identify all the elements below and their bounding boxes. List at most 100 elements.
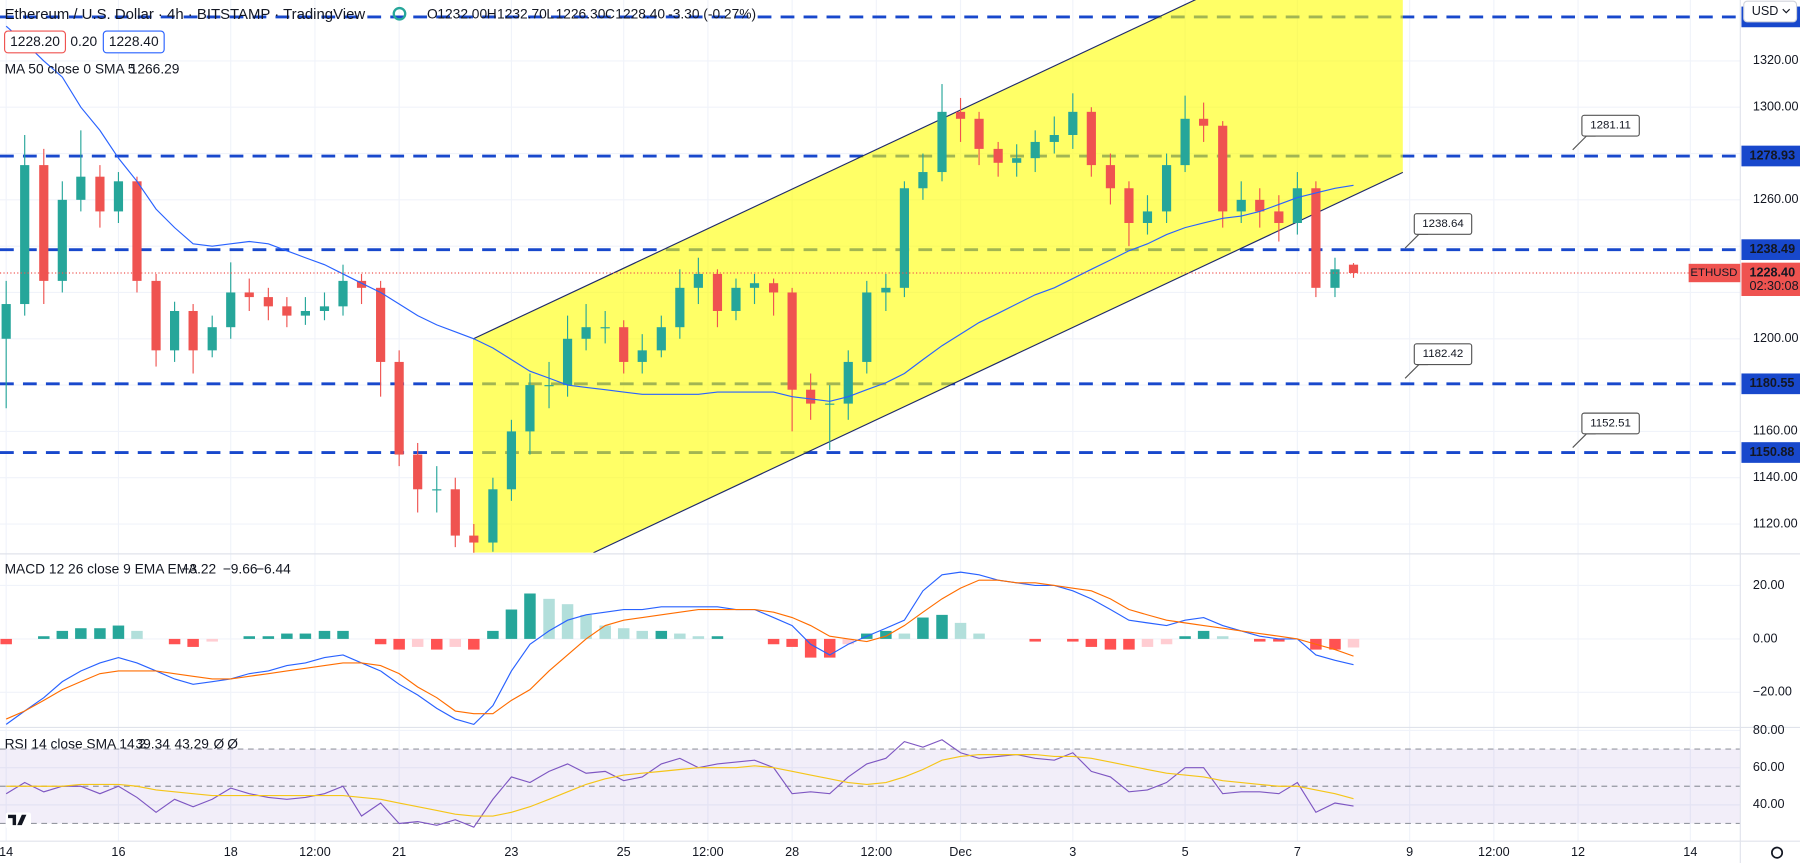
x-tick-label: 14: [0, 845, 13, 859]
candle-body: [1330, 269, 1340, 288]
histogram-bar: [674, 633, 686, 639]
histogram-bar: [56, 630, 69, 639]
candle-body: [1049, 134, 1059, 142]
candle-body: [1124, 188, 1134, 223]
candle-body: [151, 280, 161, 351]
histogram-bar: [38, 636, 50, 639]
histogram-bar: [243, 636, 255, 639]
histogram-bar: [1216, 636, 1229, 639]
level-label-box: [1741, 442, 1800, 463]
level-label: 1180.55: [1749, 376, 1794, 390]
candle-body: [1255, 199, 1265, 212]
histogram-bar: [431, 638, 443, 650]
candle-body: [338, 280, 348, 307]
rsi-flag: Ø: [227, 736, 238, 751]
histogram-bar: [281, 633, 293, 639]
x-tick-label: Dec: [949, 845, 971, 859]
ohlc-value: 1228.40: [615, 7, 665, 22]
candle-body: [562, 338, 573, 386]
y-tick-label: 1260.00: [1753, 192, 1799, 206]
level-label-box: [1741, 145, 1800, 167]
x-tick-label: 18: [224, 845, 238, 859]
ask-box[interactable]: [102, 30, 165, 54]
candle-body: [1068, 111, 1078, 135]
x-tick-label: 25: [617, 845, 631, 859]
bid-box[interactable]: [4, 30, 67, 54]
histogram-bar: [692, 636, 705, 639]
symbol-box: [1688, 263, 1741, 283]
candle-body: [675, 287, 685, 328]
callout-label: 1182.42: [1423, 348, 1464, 360]
candle-body: [432, 489, 442, 491]
histogram-bar: [898, 633, 911, 639]
histogram-bar: [262, 636, 275, 639]
candle-body: [619, 327, 629, 362]
level-label: 1238.49: [1749, 242, 1795, 256]
change: -3.30 (-0.27%): [668, 7, 756, 22]
channel-fill: [472, 0, 1403, 553]
y-tick-label: 1300.00: [1753, 100, 1799, 114]
title: Ethereum / U.S. Dollar · 4h · BITSTAMP ·…: [5, 6, 366, 23]
candle-body: [937, 111, 947, 173]
histogram-bar: [561, 604, 574, 639]
y-tick-label: 1120.00: [1753, 516, 1798, 530]
candle-body: [806, 389, 816, 404]
logo: [5, 812, 31, 829]
x-tick-label: 7: [1294, 845, 1301, 859]
candle-body: [188, 310, 198, 351]
histogram-bar: [299, 633, 312, 639]
x-tick-label: 12: [1571, 845, 1585, 859]
histogram-bar: [954, 622, 967, 639]
legend: Ethereum / U.S. Dollar · 4h · BITSTAMP ·…: [4, 0, 1798, 859]
indicator-line: [6, 754, 1354, 817]
rsi-flag: Ø: [214, 736, 225, 751]
candle-body: [1180, 118, 1190, 166]
histogram-bar: [655, 630, 668, 639]
histogram-bar: [1254, 638, 1266, 642]
labels: 14 16 18 12:00 21 23 25 12:00 28 12:00 Dec 3 5 7 9 12:0…: [0, 6, 1800, 859]
histogram-bar: [337, 630, 349, 639]
histogram-bar: [1273, 638, 1285, 642]
histogram-bar: [543, 598, 555, 639]
candle-body: [1292, 188, 1302, 223]
histogram-bar: [374, 638, 387, 645]
candle-body: [300, 310, 310, 316]
y-tick-label: 20.00: [1753, 578, 1785, 592]
candle-body: [637, 350, 647, 362]
histogram-bar: [505, 609, 518, 639]
histogram-bar: [168, 638, 181, 645]
histogram-bar: [112, 625, 125, 639]
candle-body: [282, 306, 292, 316]
currency-button[interactable]: [1743, 0, 1798, 23]
histogram-bar: [75, 628, 87, 639]
currency-caret: [1782, 8, 1791, 14]
candle-body: [600, 327, 610, 329]
currency: USD: [1752, 4, 1779, 18]
callout-box: [1413, 343, 1473, 366]
rsi-marks: [0, 739, 1741, 828]
callout-box: [1581, 114, 1640, 137]
level-label-box: [1741, 239, 1800, 260]
candle-body: [525, 385, 535, 432]
histogram-bar: [711, 636, 724, 639]
histogram-bar: [973, 633, 985, 639]
histogram-bar: [0, 638, 12, 645]
candle-body: [1348, 264, 1359, 274]
histogram-bar: [393, 638, 405, 650]
candle-body: [843, 361, 853, 404]
histogram-bar: [131, 630, 143, 639]
histogram-bar: [786, 638, 798, 647]
x-tick-label: 21: [392, 845, 406, 859]
candle-body: [450, 489, 460, 536]
ohlc-key: H: [487, 7, 497, 22]
candle-body: [39, 165, 49, 281]
histogram-bar: [804, 638, 817, 658]
macd-marks: [0, 571, 1360, 726]
callout-label: 1152.51: [1590, 417, 1631, 429]
ask: 1228.40: [109, 34, 159, 49]
level-label: 1150.88: [1749, 445, 1794, 459]
histogram-bar: [487, 630, 499, 639]
settings-icon[interactable]: [1771, 846, 1784, 859]
bid: 1228.20: [10, 34, 60, 49]
